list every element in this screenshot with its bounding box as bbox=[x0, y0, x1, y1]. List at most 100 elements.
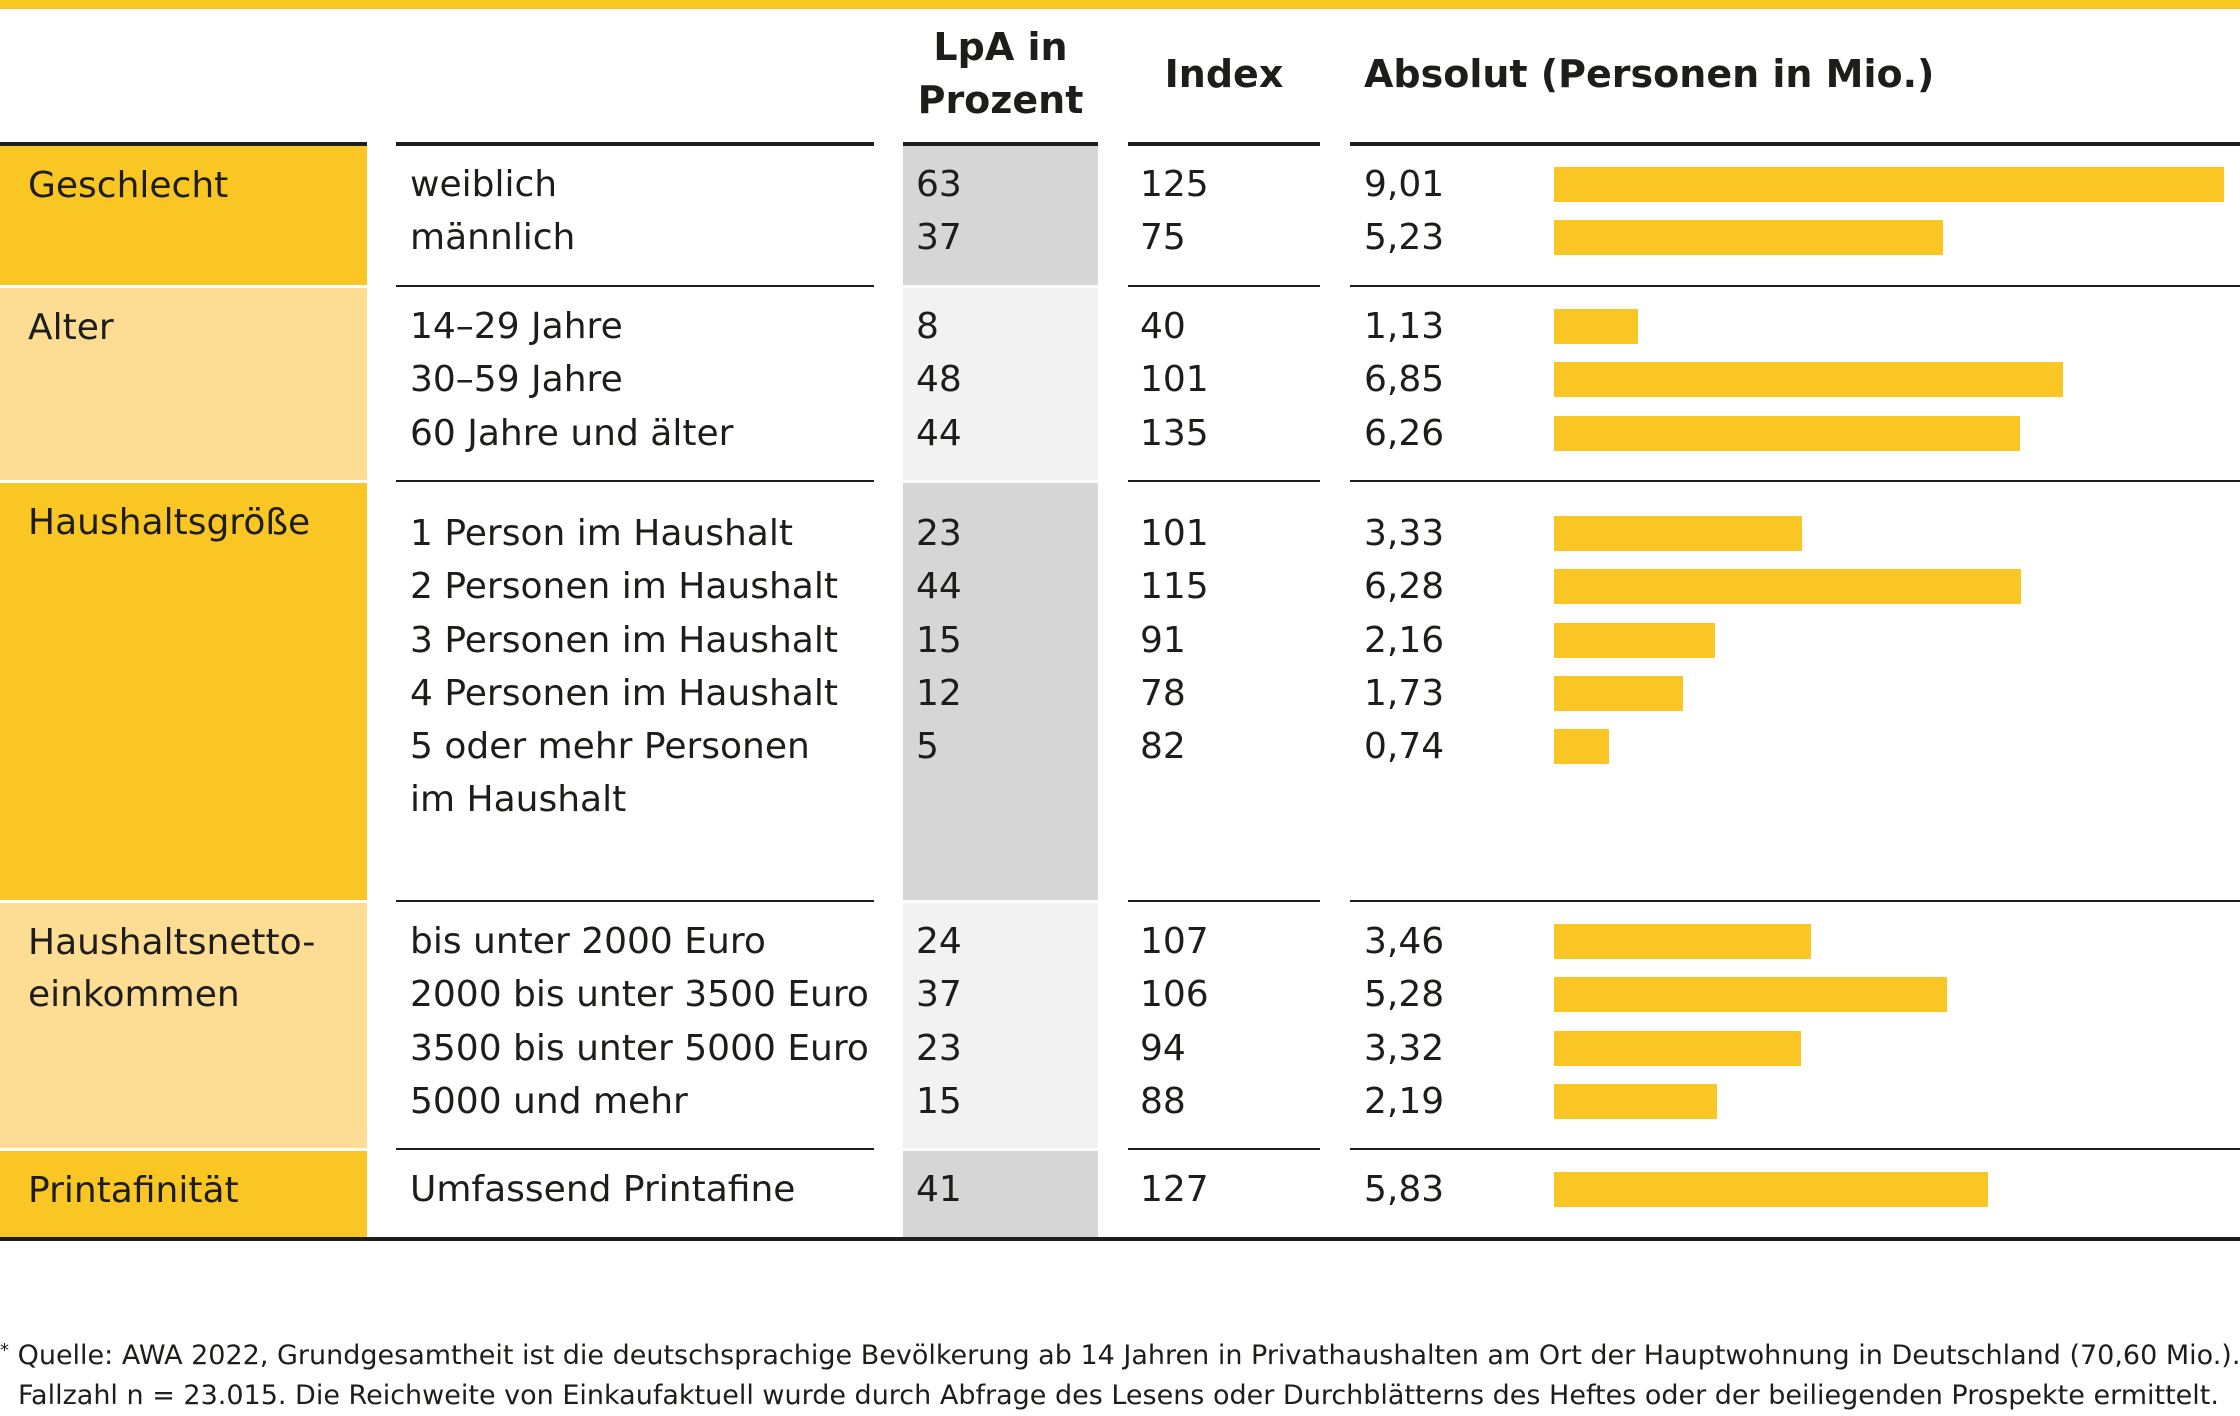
row-label: 5 oder mehr Personen im Haushalt bbox=[410, 726, 810, 821]
absolut-value: 2,19 bbox=[1364, 1080, 1445, 1122]
category-cell: Alter bbox=[0, 288, 367, 480]
category-label: Geschlecht bbox=[28, 165, 229, 206]
lpa-column-shade bbox=[903, 1151, 1098, 1237]
category-label: Alter bbox=[28, 307, 114, 348]
lpa-value: 8 bbox=[916, 306, 939, 347]
absolut-bar bbox=[1554, 309, 1638, 344]
absolut-bar bbox=[1554, 924, 1812, 959]
absolut-value: 3,46 bbox=[1364, 921, 1445, 962]
row-label: 30–59 Jahre bbox=[410, 359, 623, 401]
category-cell: Printafinität bbox=[0, 1151, 367, 1237]
absolut-value: 0,74 bbox=[1364, 726, 1445, 768]
absolut-value: 5,28 bbox=[1364, 974, 1445, 1016]
absolut-value: 1,13 bbox=[1364, 306, 1445, 347]
lpa-value: 5 bbox=[916, 726, 939, 768]
index-value: 78 bbox=[1140, 672, 1186, 714]
lpa-value: 23 bbox=[916, 513, 962, 554]
absolut-value: 5,23 bbox=[1364, 217, 1445, 259]
row-separator-index bbox=[1128, 900, 1320, 902]
index-value: 91 bbox=[1140, 619, 1186, 661]
row-separator-absolut bbox=[1350, 480, 2240, 482]
lpa-column-shade bbox=[903, 288, 1098, 480]
lpa-value: 37 bbox=[916, 217, 962, 259]
lpa-column-shade bbox=[903, 903, 1098, 1148]
lpa-value: 48 bbox=[916, 359, 962, 401]
absolut-value: 1,73 bbox=[1364, 672, 1445, 714]
lpa-value: 15 bbox=[916, 1080, 962, 1122]
row-label: 2000 bis unter 3500 Euro bbox=[410, 974, 869, 1016]
row-label: 2 Personen im Haushalt bbox=[410, 566, 838, 608]
header-lpa: LpA in Prozent bbox=[917, 25, 1084, 122]
category-label: Haushaltsnetto- einkommen bbox=[28, 922, 316, 1015]
lpa-value: 12 bbox=[916, 672, 962, 714]
index-value: 94 bbox=[1140, 1027, 1186, 1069]
absolut-bar bbox=[1554, 167, 2224, 202]
index-value: 135 bbox=[1140, 412, 1209, 454]
category-cell: Geschlecht bbox=[0, 146, 367, 285]
row-separator-label bbox=[396, 1148, 874, 1150]
absolut-value: 6,26 bbox=[1364, 412, 1445, 454]
category-cell: Haushaltsnetto- einkommen bbox=[0, 903, 367, 1148]
footnote-marker: * bbox=[0, 1340, 9, 1361]
footnote-line-1: * Quelle: AWA 2022, Grundgesamtheit ist … bbox=[0, 1336, 2240, 1376]
absolut-value: 3,32 bbox=[1364, 1027, 1445, 1069]
absolut-bar bbox=[1554, 516, 1802, 551]
index-value: 88 bbox=[1140, 1080, 1186, 1122]
footnote-line-2: Fallzahl n = 23.015. Die Reichweite von … bbox=[18, 1380, 2219, 1411]
row-separator-index bbox=[1128, 285, 1320, 287]
absolut-bar bbox=[1554, 977, 1947, 1013]
row-label: männlich bbox=[410, 217, 576, 259]
row-label: 3 Personen im Haushalt bbox=[410, 619, 838, 661]
header-rule-absolut bbox=[1350, 142, 2240, 146]
absolut-value: 2,16 bbox=[1364, 619, 1445, 661]
absolut-bar bbox=[1554, 1030, 1801, 1066]
row-label: weiblich bbox=[410, 164, 558, 205]
row-separator-label bbox=[396, 900, 874, 902]
index-value: 101 bbox=[1140, 359, 1209, 401]
row-separator-index bbox=[1128, 1148, 1320, 1150]
header-index: Index bbox=[1164, 52, 1284, 96]
category-label: Printafinität bbox=[28, 1170, 239, 1211]
footnote-text-1: Quelle: AWA 2022, Grundgesamtheit ist di… bbox=[9, 1340, 2240, 1371]
row-label: 4 Personen im Haushalt bbox=[410, 672, 838, 714]
header-rule-lpa bbox=[903, 142, 1098, 146]
index-value: 40 bbox=[1140, 306, 1186, 347]
category-cell: Haushaltsgröße bbox=[0, 483, 367, 900]
absolut-bar bbox=[1554, 569, 2021, 605]
table-bottom-rule bbox=[0, 1237, 2240, 1241]
header-rule-index bbox=[1128, 142, 1320, 146]
lpa-value: 44 bbox=[916, 566, 962, 608]
index-value: 125 bbox=[1140, 164, 1209, 205]
lpa-value: 15 bbox=[916, 619, 962, 661]
absolut-bar bbox=[1554, 220, 1943, 256]
index-value: 127 bbox=[1140, 1169, 1209, 1210]
row-separator-index bbox=[1128, 480, 1320, 482]
row-separator-absolut bbox=[1350, 900, 2240, 902]
absolut-value: 3,33 bbox=[1364, 513, 1445, 554]
index-value: 115 bbox=[1140, 566, 1209, 608]
lpa-value: 37 bbox=[916, 974, 962, 1016]
index-value: 75 bbox=[1140, 217, 1186, 259]
absolut-value: 6,28 bbox=[1364, 566, 1445, 608]
header-rule-category bbox=[0, 142, 367, 146]
index-value: 101 bbox=[1140, 513, 1209, 554]
row-label: 3500 bis unter 5000 Euro bbox=[410, 1027, 869, 1069]
index-value: 107 bbox=[1140, 921, 1209, 962]
absolut-bar bbox=[1554, 1172, 1988, 1207]
row-label: bis unter 2000 Euro bbox=[410, 921, 766, 962]
lpa-value: 23 bbox=[916, 1027, 962, 1069]
category-label: Haushaltsgröße bbox=[28, 502, 311, 543]
top-accent-line bbox=[0, 0, 2240, 9]
absolut-bar bbox=[1554, 362, 2064, 398]
row-separator-absolut bbox=[1350, 1148, 2240, 1150]
row-separator-label bbox=[396, 285, 874, 287]
absolut-value: 6,85 bbox=[1364, 359, 1445, 401]
row-label: 5000 und mehr bbox=[410, 1080, 688, 1122]
index-value: 82 bbox=[1140, 726, 1186, 768]
lpa-value: 41 bbox=[916, 1169, 962, 1210]
header-absolut: Absolut (Personen in Mio.) bbox=[1364, 52, 1935, 96]
absolut-bar bbox=[1554, 675, 1683, 711]
row-label: 14–29 Jahre bbox=[410, 306, 623, 347]
lpa-column-shade bbox=[903, 146, 1098, 285]
row-separator-absolut bbox=[1350, 285, 2240, 287]
